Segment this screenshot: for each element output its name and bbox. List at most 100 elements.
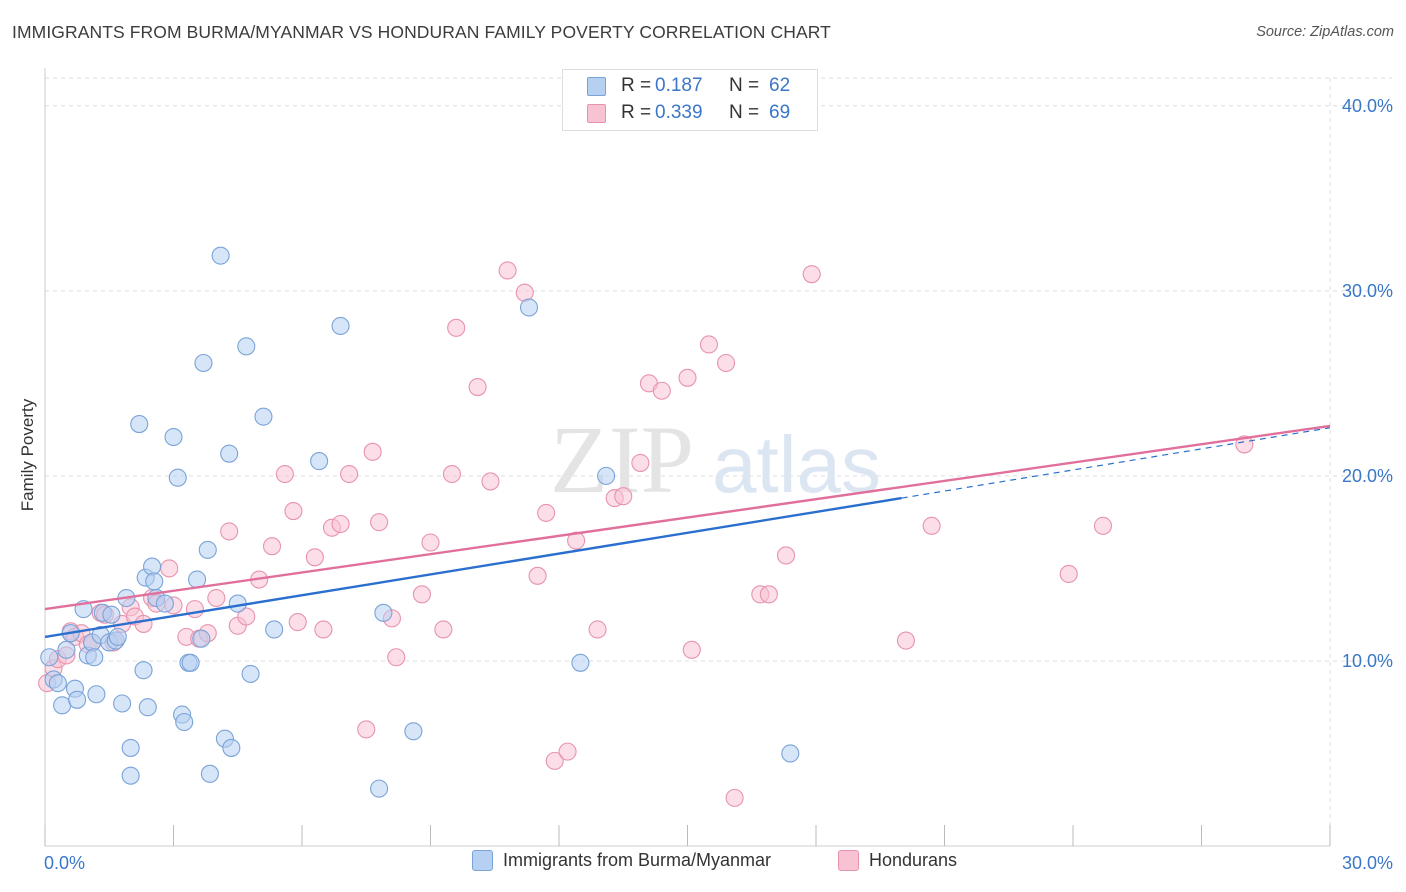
data-point xyxy=(357,720,376,739)
data-point xyxy=(699,335,718,354)
data-point xyxy=(412,585,431,604)
data-point xyxy=(241,664,260,683)
data-point xyxy=(194,353,213,373)
data-point xyxy=(168,468,187,487)
trend-lines xyxy=(44,424,1331,639)
data-point xyxy=(588,620,607,639)
data-point xyxy=(404,722,423,741)
data-point xyxy=(370,779,389,798)
data-point xyxy=(134,661,153,680)
data-point xyxy=(776,546,796,565)
watermark-atlas: atlas xyxy=(712,420,881,509)
legend-label-hondurans: Hondurans xyxy=(869,850,958,870)
data-point xyxy=(121,738,140,757)
trend-line xyxy=(44,424,1331,611)
data-point xyxy=(200,764,219,783)
data-point xyxy=(310,452,329,471)
data-point xyxy=(57,640,76,659)
legend-label-burma: Immigrants from Burma/Myanmar xyxy=(503,850,772,870)
data-point xyxy=(130,415,149,434)
data-point xyxy=(185,600,204,619)
data-point xyxy=(222,738,241,757)
data-point xyxy=(262,537,282,556)
data-point xyxy=(284,501,303,521)
data-point xyxy=(519,298,539,317)
legend-swatch-pink xyxy=(587,103,606,123)
x-tick-label-start: 0.0% xyxy=(44,853,85,873)
data-point xyxy=(374,603,393,622)
trend-line-extension xyxy=(901,427,1331,499)
legend-r-label: R = xyxy=(621,75,652,96)
data-point xyxy=(537,503,556,522)
legend-swatch-hondurans xyxy=(838,850,859,871)
data-point xyxy=(198,540,217,559)
y-tick-label: 40.0% xyxy=(1342,96,1393,116)
chart-title: IMMIGRANTS FROM BURMA/MYANMAR VS HONDURA… xyxy=(12,22,831,42)
data-point xyxy=(331,316,350,336)
legend-n-label: N = xyxy=(729,102,760,123)
legend-item-hondurans[interactable]: Hondurans xyxy=(838,850,957,871)
data-point xyxy=(164,427,183,447)
data-point xyxy=(138,698,157,717)
data-point xyxy=(614,487,633,506)
data-point xyxy=(481,472,500,491)
y-tick-label: 10.0% xyxy=(1342,651,1393,671)
data-point xyxy=(160,559,179,578)
data-point xyxy=(468,378,487,397)
data-point xyxy=(922,516,941,535)
tick-labels: 10.0% 20.0% 30.0% 40.0% 0.0% 30.0% xyxy=(44,96,1393,873)
data-point xyxy=(759,585,778,604)
data-point xyxy=(113,694,132,713)
data-point xyxy=(447,318,466,337)
data-point xyxy=(370,513,389,532)
data-point xyxy=(155,594,174,613)
data-point xyxy=(1093,516,1113,535)
data-point xyxy=(421,533,440,552)
y-axis-label: Family Poverty xyxy=(18,398,37,511)
data-point xyxy=(363,442,382,461)
data-point xyxy=(558,742,577,761)
data-point xyxy=(40,648,59,667)
data-point xyxy=(108,627,127,646)
series-burma-points xyxy=(40,246,800,798)
data-point xyxy=(237,337,256,356)
data-point xyxy=(275,464,294,484)
data-point xyxy=(211,246,230,265)
data-point xyxy=(175,712,194,732)
data-point xyxy=(652,381,671,400)
data-point xyxy=(802,265,821,284)
legend-n-value: 69 xyxy=(769,102,791,123)
data-point xyxy=(68,690,87,709)
legend-r-value: 0.187 xyxy=(655,75,703,96)
data-point xyxy=(85,648,104,667)
legend-item-burma[interactable]: Immigrants from Burma/Myanmar xyxy=(472,850,771,871)
data-point xyxy=(237,607,256,626)
data-point xyxy=(434,620,453,639)
data-point xyxy=(498,261,517,280)
data-point xyxy=(571,653,590,672)
data-point xyxy=(102,605,121,624)
data-point xyxy=(121,766,140,785)
data-point xyxy=(340,464,359,484)
legend-swatch-burma xyxy=(472,850,493,871)
source-credit: Source: ZipAtlas.com xyxy=(1256,24,1394,40)
data-point xyxy=(87,685,106,704)
data-point xyxy=(207,588,226,608)
axes xyxy=(44,68,1331,847)
data-point xyxy=(192,629,211,648)
legend-n-value: 62 xyxy=(769,75,791,96)
data-point xyxy=(48,674,67,693)
y-tick-label: 30.0% xyxy=(1342,281,1393,301)
legend-r-label: R = xyxy=(621,102,652,123)
data-point xyxy=(53,696,72,715)
data-point xyxy=(597,466,616,485)
data-point xyxy=(265,620,284,639)
data-point xyxy=(781,744,800,763)
data-point xyxy=(631,453,650,472)
data-point xyxy=(331,514,350,534)
data-point xyxy=(387,648,406,667)
legend-n-label: N = xyxy=(729,75,760,96)
series-hondurans-points xyxy=(38,261,1254,807)
data-point xyxy=(528,566,547,585)
